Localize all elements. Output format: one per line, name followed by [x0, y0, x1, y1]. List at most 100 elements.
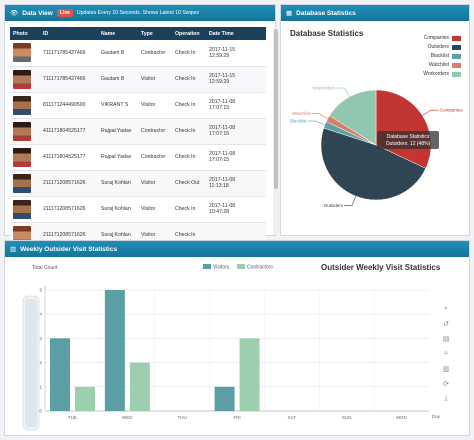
- data-view-title: Data View: [22, 9, 53, 17]
- legend-swatch: [452, 62, 461, 68]
- bar-chart: Total Count 0 1 2 3 4 5 TUE WED THU FRI SAT SUN MON Da…: [22, 264, 441, 431]
- datazoom-handle[interactable]: [25, 299, 37, 427]
- datetime-cell: 2017-11-15 12:59:29: [206, 40, 266, 67]
- photo-cell: [10, 196, 40, 223]
- id-cell: 411171804525177: [40, 118, 98, 145]
- photo-cell: [10, 66, 40, 93]
- type-cell: Contractor: [138, 144, 172, 171]
- db-stats-header: ▦ Database Statistics: [281, 5, 469, 21]
- pie-legend-item[interactable]: Workorders: [423, 71, 461, 77]
- x-tick-label: TUE: [68, 415, 77, 420]
- name-cell: Suraj Kohlan: [98, 196, 138, 223]
- bar-chart-icon: ▥: [10, 246, 17, 253]
- legend-swatch: [452, 44, 461, 50]
- weekly-panel-title: Weekly Outsider Visit Statistics: [20, 245, 118, 253]
- name-cell: Suraj Kohlan: [98, 170, 138, 197]
- y-tick-label: 4: [39, 312, 42, 317]
- scroll-thumb[interactable]: [274, 29, 278, 189]
- time-text: 11:13:18: [209, 183, 229, 189]
- tooltip-text: Database Statistics: [387, 134, 430, 140]
- legend-swatch: [452, 53, 461, 59]
- datetime-cell: 2017-11-15 12:59:29: [206, 66, 266, 93]
- y-tick-label: 1: [39, 384, 42, 389]
- operation-cell: Check In: [172, 40, 206, 67]
- date-text: 2017-11-08: [209, 125, 236, 131]
- bar-legend-swatch[interactable]: [203, 264, 211, 269]
- eye-icon: 👁: [10, 10, 19, 17]
- zoom-icon[interactable]: ⌕: [444, 305, 448, 312]
- y-tick-label: 3: [39, 336, 42, 341]
- db-stats-panel: ▦ Database Statistics Database Statistic…: [280, 4, 470, 236]
- visitor-photo: [13, 95, 31, 115]
- bar-legend-swatch[interactable]: [237, 264, 245, 269]
- x-axis-label: Day: [432, 414, 441, 419]
- bar-chart-title: Outsider Weekly Visit Statistics: [321, 263, 441, 272]
- bar-visitors-wed[interactable]: [104, 290, 125, 411]
- name-cell: Rajpal Yadav: [98, 118, 138, 145]
- date-text: 2017-11-08: [209, 99, 236, 105]
- col-operation: Operation: [172, 27, 206, 40]
- bar-icon[interactable]: ▥: [442, 366, 450, 373]
- table-row: 811171244490500 VIKRANT S Visitor Check In 2…: [10, 92, 266, 119]
- live-badge: Live: [56, 9, 73, 17]
- datetime-cell: 2017-11-08 11:13:18: [206, 170, 266, 197]
- id-cell: 211171208571626: [40, 196, 98, 223]
- datetime-cell: 2017-11-08 10:47:28: [206, 196, 266, 223]
- pie-slice-label: Watchlist: [292, 111, 311, 116]
- save-icon[interactable]: ⤓: [444, 395, 448, 402]
- table-row: 211171208571626 Suraj Kohlan Visitor Check …: [10, 170, 266, 197]
- line-icon[interactable]: ≈: [444, 350, 448, 357]
- photo-cell: [10, 170, 40, 197]
- name-cell: Rajpal Yadav: [98, 144, 138, 171]
- pie-leader-line: [311, 113, 328, 119]
- col-datetime: Date Time: [206, 27, 266, 40]
- table-row: 711171785427466 Gautam B Contractor Check I…: [10, 40, 266, 67]
- restore-icon[interactable]: ⟳: [443, 381, 449, 388]
- swipe-table: Photo ID Name Type Operation Date Time 7…: [10, 27, 266, 249]
- bar-contractors-fri[interactable]: [239, 338, 260, 411]
- pie-slice-label: Outsiders: [324, 203, 344, 208]
- table-row: 411171804525177 Rajpal Yadav Contractor Che…: [10, 144, 266, 171]
- x-tick-label: SUN: [342, 415, 352, 420]
- date-text: 2017-11-08: [209, 151, 236, 157]
- x-tick-label: SAT: [288, 415, 297, 420]
- bar-contractors-wed[interactable]: [129, 362, 150, 411]
- update-note: Updates Every 10 Seconds. Shows Latest 1…: [76, 10, 200, 16]
- time-text: 12:59:29: [209, 52, 230, 59]
- pie-legend-item[interactable]: Blacklist: [431, 53, 461, 59]
- pie-legend-item[interactable]: Outsiders: [428, 44, 461, 50]
- type-cell: Visitor: [138, 92, 172, 119]
- pie-legend-item[interactable]: Watchlist: [429, 62, 461, 68]
- legend-swatch: [452, 71, 461, 77]
- visitor-photo: [13, 69, 31, 89]
- data-view-icon[interactable]: ▤: [442, 336, 450, 343]
- pie-leader-line: [336, 87, 350, 97]
- photo-cell: [10, 144, 40, 171]
- pie-chart-title: Database Statistics: [290, 29, 364, 38]
- id-cell: 211171208571626: [40, 170, 98, 197]
- photo-cell: [10, 118, 40, 145]
- bar-legend-label[interactable]: Contractors: [247, 265, 273, 271]
- visitor-photo: [13, 225, 31, 245]
- date-text: 2017-11-15: [209, 46, 236, 53]
- y-axis-label: Total Count: [32, 265, 58, 271]
- bar-visitors-fri[interactable]: [214, 386, 235, 411]
- date-text: 2017-11-08: [209, 177, 236, 183]
- bar-contractors-tue[interactable]: [75, 386, 95, 411]
- photo-cell: [10, 92, 40, 119]
- time-text: 10:47:28: [209, 209, 230, 215]
- table-scrollbar[interactable]: [273, 27, 279, 235]
- date-text: 2017-11-15: [209, 73, 236, 79]
- x-tick-label: WED: [122, 415, 133, 420]
- table-row: 211171208571626 Suraj Kohlan Visitor Check …: [10, 196, 266, 223]
- pie-slice-outsiders[interactable]: [320, 127, 427, 201]
- zoom-reset-icon[interactable]: ↺: [443, 321, 449, 328]
- id-cell: 811171244490500: [40, 92, 98, 119]
- bar-legend-label[interactable]: Visitors: [213, 265, 230, 271]
- pie-slice-workorders[interactable]: [329, 89, 377, 146]
- x-tick-label: FRI: [233, 415, 240, 420]
- time-text: 17:07:15: [209, 157, 230, 163]
- bar-visitors-tue[interactable]: [50, 338, 70, 411]
- legend-label: Watchlist: [428, 62, 449, 68]
- pie-legend-item[interactable]: Companies: [424, 35, 461, 41]
